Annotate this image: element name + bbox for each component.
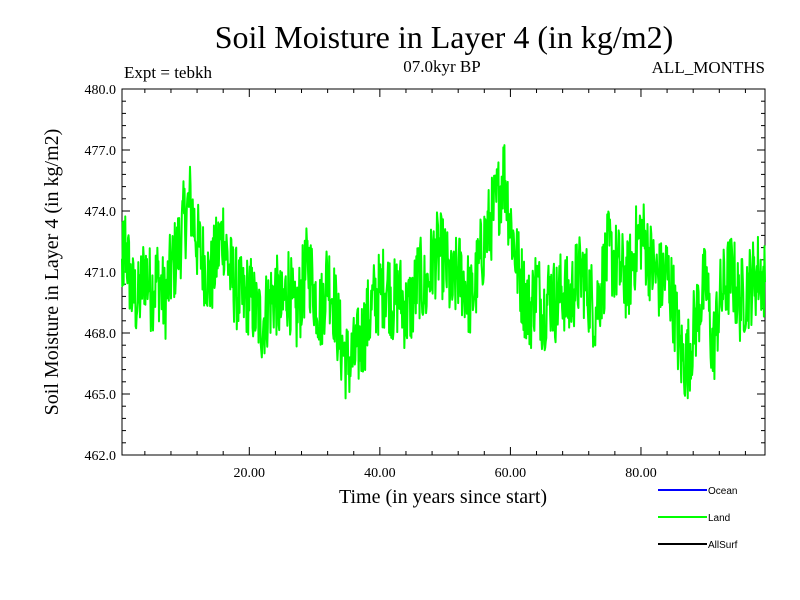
y-axis-label: Soil Moisture in Layer 4 (in kg/m2) [41,129,63,416]
legend-label-land: Land [708,513,730,524]
y-tick-label: 468.0 [85,327,117,342]
x-axis: 20.00 40.00 60.00 80.00 [144,89,746,481]
period-label: ALL_MONTHS [652,58,765,77]
x-tick-label: 20.00 [234,466,266,481]
chart-subtitle: 07.0kyr BP [403,57,480,76]
y-tick-label: 474.0 [85,205,117,220]
x-tick-label: 40.00 [364,466,396,481]
series-layer [121,144,766,400]
y-tick-label: 465.0 [85,388,117,403]
legend-label-ocean: Ocean [708,486,737,497]
y-tick-label: 477.0 [85,144,117,159]
chart-title: Soil Moisture in Layer 4 (in kg/m2) [215,19,674,55]
x-tick-label: 60.00 [495,466,527,481]
experiment-label: Expt = tebkh [124,63,212,82]
x-axis-label: Time (in years since start) [339,486,547,508]
series-line-land [121,144,766,400]
legend: Ocean Land AllSurf [658,486,738,551]
y-tick-label: 480.0 [85,83,117,98]
legend-label-allsurf: AllSurf [708,540,738,551]
x-tick-label: 80.00 [625,466,657,481]
y-tick-label: 462.0 [85,449,117,464]
y-tick-label: 471.0 [85,266,117,281]
